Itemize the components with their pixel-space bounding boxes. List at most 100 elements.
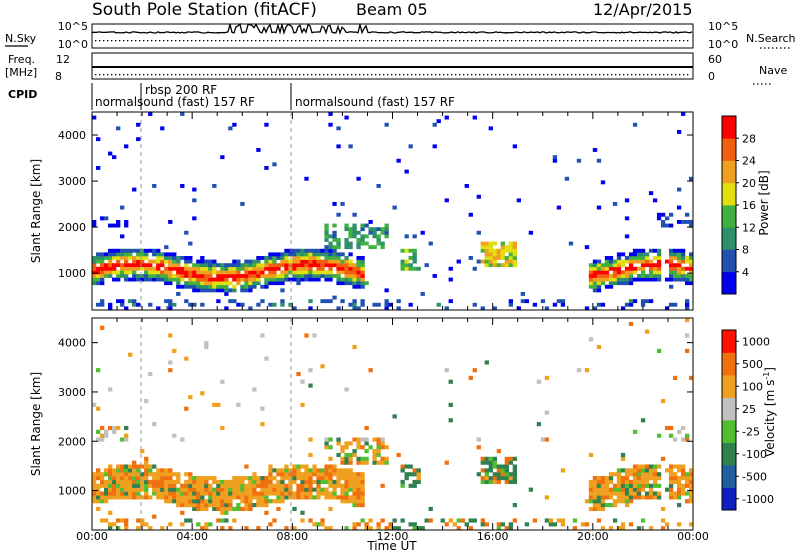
data-cell xyxy=(620,277,626,282)
data-cell xyxy=(148,371,153,377)
data-cell xyxy=(664,522,670,527)
data-cell xyxy=(152,270,157,275)
data-cell xyxy=(636,526,642,531)
data-cell xyxy=(332,274,337,278)
data-cell xyxy=(624,281,630,286)
data-cell xyxy=(484,248,489,253)
data-cell xyxy=(664,306,670,311)
data-cell xyxy=(224,306,229,311)
data-cell xyxy=(364,437,369,442)
data-cell xyxy=(228,483,233,488)
data-cell xyxy=(260,483,265,488)
nave-dot xyxy=(519,74,521,76)
data-cell xyxy=(648,274,654,278)
data-cell xyxy=(316,259,321,264)
data-cell xyxy=(192,187,197,192)
data-cell xyxy=(364,223,369,228)
data-cell xyxy=(500,476,505,481)
data-cell xyxy=(152,422,157,427)
data-cell xyxy=(280,499,285,504)
data-cell xyxy=(488,126,493,131)
data-cell xyxy=(668,252,674,257)
data-cell xyxy=(332,479,337,485)
data-cell xyxy=(140,464,145,469)
nsearch-dot xyxy=(487,40,489,42)
data-cell xyxy=(204,476,209,481)
data-cell xyxy=(132,479,137,485)
data-cell xyxy=(628,277,634,282)
data-cell xyxy=(676,491,682,496)
data-cell xyxy=(476,230,481,235)
data-cell xyxy=(656,464,662,469)
data-cell xyxy=(332,248,337,253)
data-cell xyxy=(292,263,297,268)
data-cell xyxy=(236,270,241,275)
data-cell xyxy=(360,256,365,260)
data-cell xyxy=(220,270,225,275)
data-cell xyxy=(480,259,485,264)
data-cell xyxy=(112,248,117,253)
data-cell xyxy=(404,259,409,264)
data-cell xyxy=(172,479,177,485)
nsearch-dot xyxy=(615,40,617,42)
data-cell xyxy=(148,495,153,500)
data-cell xyxy=(104,518,109,523)
data-cell xyxy=(248,288,253,293)
data-cell xyxy=(324,252,329,257)
data-cell xyxy=(208,491,213,496)
data-cell xyxy=(344,387,349,392)
data-cell xyxy=(344,495,349,500)
nsearch-dot xyxy=(527,40,529,42)
data-cell xyxy=(360,476,365,481)
nsearch-dot xyxy=(459,40,461,42)
data-cell xyxy=(180,503,185,508)
data-cell xyxy=(192,270,197,275)
power-colorbar-label: Power [dB] xyxy=(757,170,771,235)
colorbar-tick-label: 24 xyxy=(742,155,756,168)
data-cell xyxy=(684,256,690,260)
data-cell xyxy=(548,522,554,527)
data-cell xyxy=(412,472,417,477)
data-cell xyxy=(356,491,361,496)
data-cell xyxy=(188,518,193,523)
data-cell xyxy=(304,274,309,278)
nave-dot xyxy=(267,74,269,76)
data-cell xyxy=(612,202,618,206)
data-cell xyxy=(220,263,225,268)
data-cell xyxy=(320,248,325,253)
data-cell xyxy=(136,256,141,260)
data-cell xyxy=(344,476,349,481)
data-cell xyxy=(332,234,337,239)
data-cell xyxy=(312,252,317,257)
data-cell xyxy=(348,472,353,477)
data-cell xyxy=(184,499,189,504)
data-cell xyxy=(316,266,321,271)
data-cell xyxy=(676,205,682,210)
data-cell xyxy=(124,518,129,523)
data-cell xyxy=(228,495,233,500)
data-cell xyxy=(628,266,634,271)
nsearch-dot xyxy=(139,40,141,42)
data-cell xyxy=(348,277,353,282)
data-cell xyxy=(112,495,117,500)
data-cell xyxy=(200,526,205,531)
data-cell xyxy=(280,277,285,282)
data-cell xyxy=(232,491,237,496)
data-cell xyxy=(676,483,682,488)
data-cell xyxy=(384,526,389,531)
data-cell xyxy=(108,425,113,431)
data-cell xyxy=(316,472,321,477)
data-cell xyxy=(508,256,513,260)
data-cell xyxy=(272,499,277,504)
data-cell xyxy=(96,437,101,442)
data-cell xyxy=(116,472,121,477)
data-cell xyxy=(188,281,193,286)
data-cell xyxy=(336,479,341,485)
data-cell xyxy=(600,495,606,500)
data-cell xyxy=(652,198,658,203)
data-cell xyxy=(688,223,694,228)
data-cell xyxy=(348,266,353,271)
xtick-label: 04:00 xyxy=(176,530,208,543)
data-cell xyxy=(152,274,157,278)
data-cell xyxy=(284,277,289,282)
